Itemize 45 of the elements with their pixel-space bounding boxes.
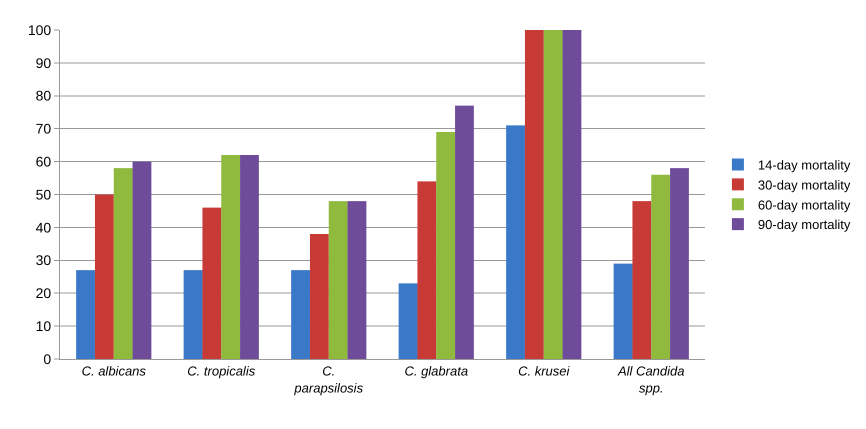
bar	[544, 30, 563, 359]
x-tick-label: C. parapsilosis	[293, 364, 364, 396]
bar	[506, 125, 525, 359]
x-tick-label: All Candida spp.	[617, 364, 684, 396]
bar	[417, 181, 436, 359]
bar	[651, 174, 670, 359]
bar	[94, 194, 114, 359]
bar	[114, 168, 133, 359]
bar	[398, 283, 418, 359]
bar	[348, 201, 366, 359]
legend-label: 90-day mortality	[758, 217, 851, 232]
bar	[670, 168, 689, 359]
y-tick-label: 30	[36, 252, 52, 268]
bar	[632, 201, 652, 359]
bar	[614, 264, 632, 359]
bar	[184, 270, 202, 359]
bar	[291, 270, 310, 359]
bar	[310, 234, 329, 359]
bar	[202, 208, 222, 359]
bar	[240, 155, 259, 359]
bar	[436, 132, 456, 359]
y-tick-label: 70	[36, 120, 52, 137]
y-tick-label: 100	[28, 22, 52, 38]
bar	[455, 106, 474, 359]
x-tick-label: C. glabrata	[404, 364, 468, 379]
y-tick-label: 60	[36, 154, 52, 170]
y-tick-label: 50	[36, 186, 52, 202]
bar	[221, 155, 240, 359]
y-tick-label: 20	[36, 285, 52, 302]
x-tick-label: C. albicans	[82, 364, 146, 379]
y-tick-label: 0	[43, 350, 52, 367]
legend-label: 30-day mortality	[758, 177, 851, 192]
bar	[562, 30, 582, 359]
y-tick-label: 10	[36, 318, 52, 334]
legend-label: 60-day mortality	[758, 197, 851, 212]
legend-label: 14-day mortality	[758, 158, 851, 173]
bar	[524, 30, 544, 359]
x-tick-label: C. tropicalis	[187, 364, 256, 379]
bar	[132, 162, 152, 359]
y-tick-label: 90	[36, 54, 52, 71]
bar	[76, 270, 95, 359]
y-tick-label: 40	[36, 219, 52, 236]
x-tick-label: C. krusei	[518, 364, 570, 379]
y-tick-label: 80	[36, 88, 52, 104]
bar	[328, 201, 348, 359]
